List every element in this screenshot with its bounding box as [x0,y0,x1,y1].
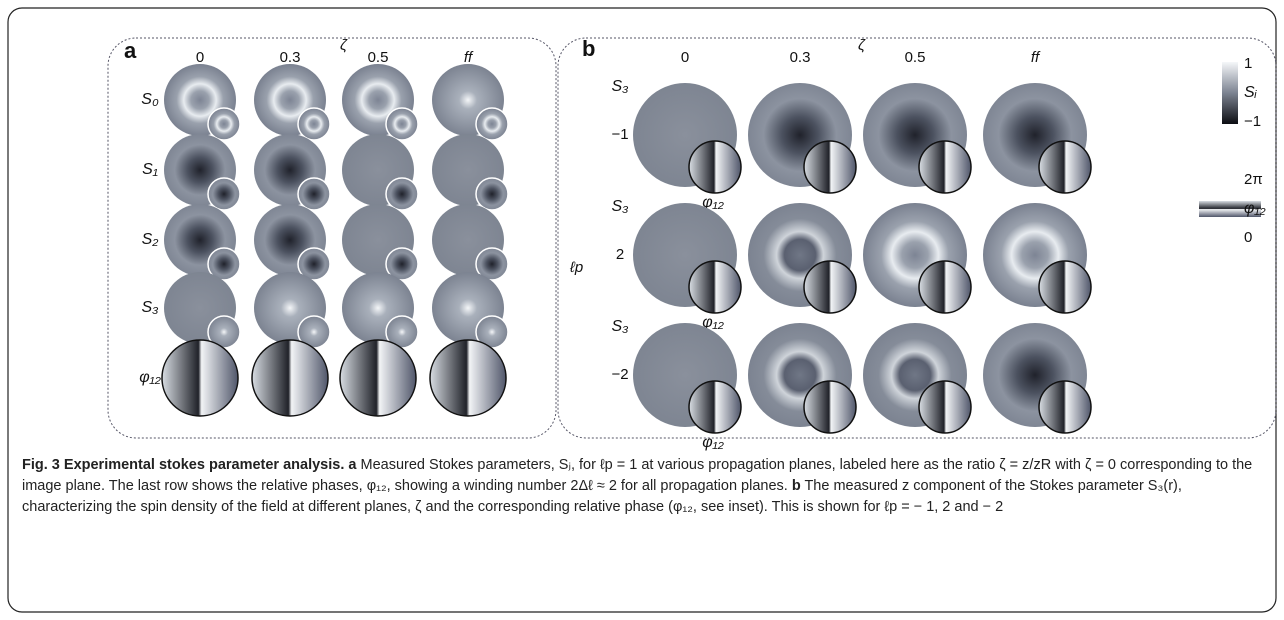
inset-image [476,178,508,210]
phase-inset [1039,381,1091,433]
axis-label: ℓp [569,259,583,276]
row-label: S₀ [141,91,159,108]
colorbar-top: 2π [1244,171,1263,188]
phase-image [252,340,328,416]
colorbar [1222,62,1238,124]
inset-image [386,178,418,210]
panel-label: a [124,38,137,63]
colorbar-label: Sᵢ [1244,84,1258,101]
inset-image [208,108,240,140]
column-header: 0 [196,49,204,66]
figure-art: a ζ b ζ ℓp 0 0.3 0.5 ff S₀ S₁ S₂ S₃ φ₁₂ 0 0.3 0.5 ff… [0,0,1284,620]
phase-image [430,340,506,416]
row-label: S₃ [141,299,158,316]
phase-inset [1039,141,1091,193]
phase-image [162,340,238,416]
phase-inset [804,141,856,193]
phase-inset [689,381,741,433]
row-top-label: S₃ [611,198,628,215]
column-header: 0 [681,49,689,66]
row-top-label: S₃ [611,318,628,335]
inset-image [298,108,330,140]
colorbar-top: 1 [1244,55,1252,72]
figure: a ζ b ζ ℓp 0 0.3 0.5 ff S₀ S₁ S₂ S₃ φ₁₂ 0 0.3 0.5 ff… [0,0,1284,620]
phase-inset [919,261,971,313]
column-header: 0.3 [790,49,811,66]
inset-image [386,108,418,140]
phase-inset [1039,261,1091,313]
caption-title: Fig. 3 Experimental stokes parameter ana… [22,457,344,473]
row-label: S₁ [142,161,158,178]
column-header: 0.3 [280,49,301,66]
column-header: 0.5 [368,49,389,66]
inset-image [476,108,508,140]
caption: Fig. 3 Experimental stokes parameter ana… [22,455,1262,518]
row-value: 2 [616,246,624,263]
row-top-label: S₃ [611,78,628,95]
phase-inset [804,261,856,313]
axis-label: ζ [340,37,348,54]
phase-inset [804,381,856,433]
phase-inset [919,381,971,433]
row-label: φ₁₂ [139,369,161,386]
phase-inset [689,141,741,193]
inset-image [208,178,240,210]
row-value: −2 [611,366,628,383]
inset-image [298,178,330,210]
column-header: ff [464,49,474,66]
inset-label: φ₁₂ [702,434,724,451]
row-value: −1 [611,126,628,143]
caption-label: b [792,478,801,494]
panel-label: b [582,36,595,61]
column-header: ff [1031,49,1041,66]
colorbar-bottom: −1 [1244,113,1261,130]
axis-label: ζ [858,37,866,54]
phase-inset [919,141,971,193]
colorbar-bottom: 0 [1244,229,1252,246]
row-label: S₂ [142,231,159,248]
column-header: 0.5 [905,49,926,66]
phase-inset [689,261,741,313]
phase-image [340,340,416,416]
colorbar-label: φ₁₂ [1244,200,1266,217]
